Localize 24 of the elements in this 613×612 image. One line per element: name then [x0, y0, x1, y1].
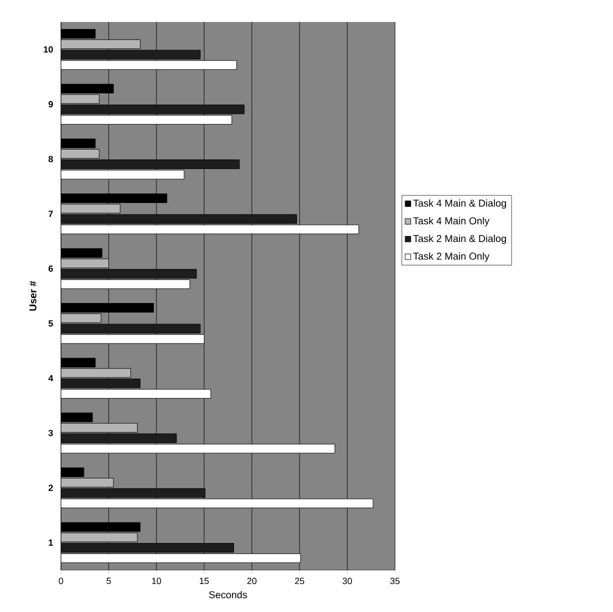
y-tick-label: 1: [48, 540, 53, 546]
y-tick-label: 9: [48, 101, 53, 108]
legend-label: Task 2 Main Only: [413, 252, 490, 262]
legend-label: Task 2 Main & Dialog: [413, 234, 506, 244]
x-tick-label: 10: [152, 578, 162, 584]
y-axis-title: User #: [29, 280, 36, 311]
y-tick-label: 3: [48, 430, 53, 436]
y-tick-label: 7: [48, 210, 53, 217]
x-tick-label: 15: [200, 578, 209, 584]
x-tick-label: 35: [390, 578, 400, 584]
x-tick-label: 25: [295, 578, 304, 584]
y-tick-label: 2: [48, 484, 53, 491]
legend-label: Task 4 Main Only: [413, 217, 490, 226]
x-tick-label: 5: [106, 578, 111, 584]
y-tick-label: 8: [48, 156, 53, 162]
x-axis-title: Seconds: [209, 590, 248, 598]
legend-label: Task 4 Main & Dialog: [413, 199, 506, 209]
y-tick-label: 5: [48, 320, 53, 327]
x-tick-label: 0: [58, 578, 64, 584]
y-tick-label: 6: [48, 265, 53, 272]
x-tick-label: 20: [247, 578, 256, 584]
y-tick-label: 10: [44, 46, 53, 53]
x-tick-label: 30: [342, 578, 352, 584]
y-tick-label: 4: [48, 375, 54, 382]
